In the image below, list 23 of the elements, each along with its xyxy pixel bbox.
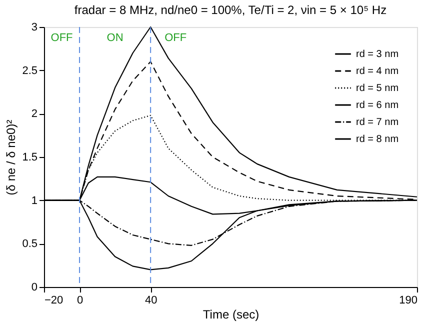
y-tick-label: 3 (31, 22, 38, 34)
y-tick-label: 1 (31, 194, 38, 207)
x-axis-title: Time (sec) (202, 308, 260, 322)
legend-label: rd = 4 nm (356, 66, 399, 77)
y-tick-label: 0 (31, 282, 38, 294)
legend-label: rd = 6 nm (356, 100, 399, 111)
legend-label: rd = 5 nm (356, 83, 399, 94)
annotation: OFF (164, 32, 187, 44)
chart-title: fradar = 8 MHz, nd/ne0 = 100%, Te/Ti = 2, νin = 5 × 10⁵ Hz (74, 3, 387, 17)
y-tick-label: 2 (31, 108, 38, 120)
y-tick-label: 2.5 (22, 64, 38, 77)
x-tick-label: 0 (76, 294, 84, 306)
legend-label: rd = 7 nm (356, 117, 399, 128)
x-tick-label: 190 (399, 294, 418, 306)
y-tick-label: 0.5 (22, 238, 38, 250)
y-axis-title: (δ ne / δ ne0)² (4, 120, 18, 196)
x-tick-label: −20 (44, 294, 64, 306)
y-tick-label: 1.5 (22, 152, 38, 164)
annotation: OFF (50, 32, 74, 44)
legend-label: rd = 3 nm (356, 49, 399, 60)
annotation: ON (106, 32, 124, 44)
legend-label: rd = 8 nm (356, 134, 399, 145)
x-tick-label: 40 (144, 294, 158, 306)
